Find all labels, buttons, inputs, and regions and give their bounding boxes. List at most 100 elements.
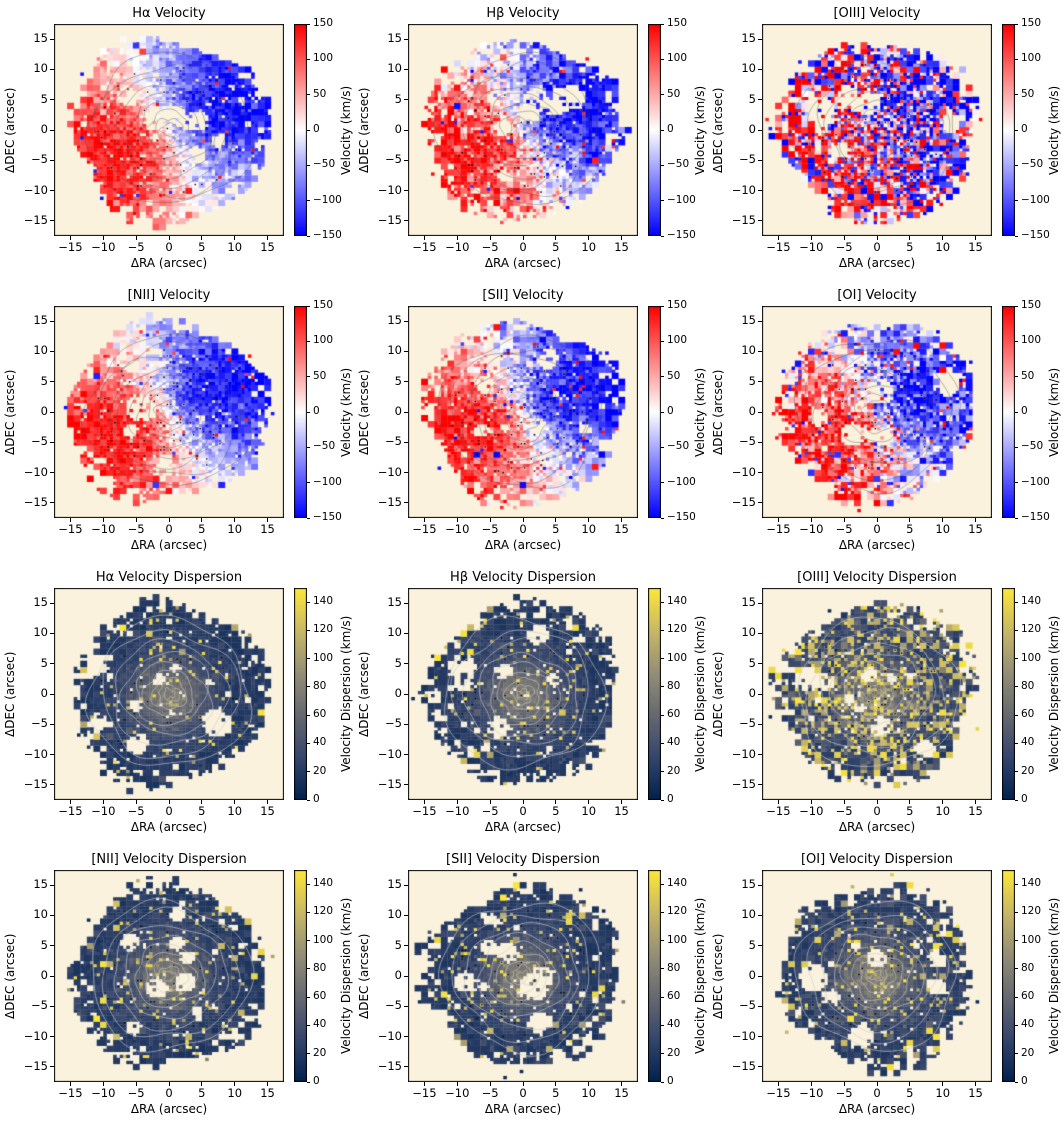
y-tick [758, 632, 762, 634]
x-tick [621, 518, 623, 522]
x-tick [942, 236, 944, 240]
y-tick-label: −10 [377, 746, 402, 761]
colorbar-tick-label: 0 [313, 123, 320, 135]
x-tick-label: −15 [58, 1086, 83, 1100]
x-tick [267, 236, 269, 240]
colorbar-tick-label: 140 [313, 877, 334, 890]
x-tick [810, 518, 812, 522]
x-tick-label: −10 [445, 804, 470, 818]
map-panel: [OIII] Velocity ΔDEC (arcsec) −15 −15 −10−… [708, 0, 1062, 278]
colorbar-block: 140 120 100 80 60 40 20 0 [648, 588, 693, 805]
y-tick [758, 38, 762, 40]
x-tick-label: 15 [614, 804, 629, 818]
plot-area: −15 −15 −10 −10 −5 −5 0 0 5 5 10 10 15 15 [378, 588, 638, 818]
y-tick-label: 15 [387, 31, 402, 46]
x-tick-label: 5 [552, 1086, 560, 1100]
x-tick [777, 800, 779, 804]
y-tick-label: 15 [387, 877, 402, 892]
colorbar-tick [661, 968, 664, 970]
y-tick-label: −10 [23, 1028, 48, 1043]
x-tick-label: −15 [412, 522, 437, 536]
panel-title: Hα Velocity Dispersion [95, 570, 243, 585]
x-tick [489, 518, 491, 522]
y-tick-label: −10 [731, 746, 756, 761]
plot-column: −15 −15 −10 −10 −5 −5 0 0 5 5 10 10 15 15 ΔRA (arcsec… [18, 870, 284, 1116]
plot-area: −15 −15 −10 −10 −5 −5 0 0 5 5 10 10 15 15 [732, 588, 992, 818]
colorbar-tick-label: 40 [1021, 736, 1035, 749]
colorbar-tick-label: 40 [313, 1018, 327, 1031]
x-tick [975, 518, 977, 522]
colorbar-tick [1015, 94, 1018, 96]
colorbar-tick [307, 714, 310, 716]
colorbar-tick-label: 100 [313, 651, 334, 664]
y-tick [50, 1036, 54, 1038]
x-tick-label: −10 [445, 1086, 470, 1100]
x-tick-label: −15 [58, 240, 83, 254]
x-tick-label: 15 [260, 240, 275, 254]
y-tick [404, 472, 408, 474]
y-tick-label: 0 [394, 404, 402, 418]
colorbar-tick [307, 996, 310, 998]
y-tick [50, 663, 54, 665]
x-tick-label: −15 [766, 240, 791, 254]
y-tick [404, 99, 408, 101]
colorbar-tick-label: 100 [1021, 933, 1042, 946]
colorbar-tick [661, 714, 664, 716]
plot-area: −15 −15 −10 −10 −5 −5 0 0 5 5 10 10 15 15 [24, 588, 284, 818]
x-tick-label: 15 [968, 1086, 983, 1100]
x-tick-label: −15 [58, 804, 83, 818]
colorbar-tick-label: −50 [313, 440, 336, 453]
x-tick-label: −10 [799, 522, 824, 536]
x-tick-label: 10 [935, 522, 951, 536]
colorbar-tick-label: 0 [1021, 1075, 1028, 1087]
y-tick [404, 411, 408, 413]
y-tick [50, 884, 54, 886]
x-tick [201, 236, 203, 240]
y-tick [758, 1066, 762, 1068]
colorbar-tick [307, 940, 310, 942]
x-tick-label: −5 [127, 522, 145, 536]
panel-body: ΔDEC (arcsec) −15 −15 −10 −10 −5 −5 0 0 5 5 10 10 15… [356, 17, 708, 270]
x-tick-label: 10 [581, 522, 597, 536]
x-tick [876, 1082, 878, 1086]
x-tick-label: 15 [260, 804, 275, 818]
x-tick [168, 518, 170, 522]
y-tick-label: 0 [40, 122, 48, 136]
y-tick-label: 0 [394, 686, 402, 700]
y-tick [50, 945, 54, 947]
colorbar-tick-label: 60 [667, 708, 681, 721]
y-tick-label: −5 [739, 434, 756, 449]
y-tick-label: −15 [23, 494, 48, 509]
map-panel: Hα Velocity Dispersion ΔDEC (arcsec) −15… [0, 564, 354, 842]
colorbar-tick-label: 20 [667, 1046, 681, 1059]
x-tick-label: 15 [968, 522, 983, 536]
colorbar-tick [1015, 446, 1018, 448]
colorbar-tick [307, 911, 310, 913]
colorbar-tick [661, 629, 664, 631]
x-tick-label: −10 [91, 240, 116, 254]
colorbar-tick-label: −50 [1021, 158, 1044, 171]
map-panel: [OIII] Velocity Dispersion ΔDEC (arcsec)… [708, 564, 1062, 842]
x-tick-label: 0 [873, 522, 881, 536]
x-tick-label: −5 [835, 522, 853, 536]
colorbar-label: Velocity (km/s) [693, 367, 707, 457]
x-tick-label: 5 [906, 240, 914, 254]
y-tick-label: 5 [748, 373, 756, 388]
y-tick-label: 5 [40, 91, 48, 106]
colorbar-tick [307, 1081, 310, 1083]
colorbar-block: 140 120 100 80 60 40 20 0 [1002, 870, 1047, 1087]
x-tick [810, 1082, 812, 1086]
colorbar [648, 306, 661, 518]
y-tick-label: 10 [387, 61, 402, 76]
y-tick-label: −5 [739, 998, 756, 1013]
map-panel: Hα Velocity ΔDEC (arcsec) −15 −15 −10 −10 −5… [0, 0, 354, 278]
y-tick [758, 945, 762, 947]
y-tick-label: 5 [394, 91, 402, 106]
colorbar-tick-label: 40 [667, 1018, 681, 1031]
colorbar-tick-label: 100 [667, 52, 688, 65]
y-tick [404, 502, 408, 504]
colorbar-tick [1015, 996, 1018, 998]
colorbar-tick-label: −100 [313, 193, 342, 206]
colorbar-tick-label: 0 [667, 405, 674, 417]
